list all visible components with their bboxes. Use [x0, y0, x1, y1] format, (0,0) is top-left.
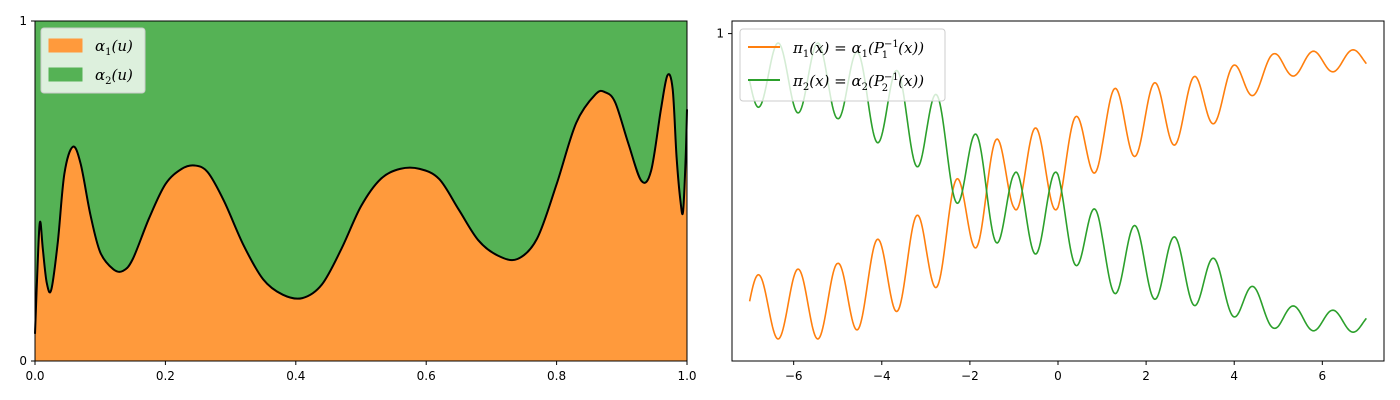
left-xtick-label: 0.4	[286, 369, 305, 383]
right-xtick-label: −4	[873, 369, 891, 383]
legend-swatch-alpha1	[48, 38, 83, 53]
right-ytick-label: 1	[716, 27, 724, 41]
right-ticks: −6 −4 −2 0 2 4 6 1	[716, 27, 1326, 383]
right-xtick-label: 4	[1230, 369, 1238, 383]
legend-label-pi2: π2(x) = α2(P−1 2 (x))	[792, 72, 924, 94]
right-legend: π1(x) = α1(P−1 1 (x)) π2(x) = α2(P−1 2 (x))	[739, 28, 946, 102]
left-xtick-label: 0.6	[417, 369, 436, 383]
left-xtick-label: 0.2	[156, 369, 175, 383]
right-xtick-label: 0	[1054, 369, 1062, 383]
right-xtick-label: 6	[1319, 369, 1327, 383]
left-xtick-label: 0.8	[547, 369, 566, 383]
legend-swatch-alpha2	[48, 67, 83, 82]
right-chart: −6 −4 −2 0 2 4 6 1 π1(x) = α1(P−1 1 (x)) π2(x) = …	[716, 20, 1385, 383]
legend-label-alpha1: α1(u)	[95, 37, 133, 58]
right-xtick-label: −6	[785, 369, 803, 383]
left-ytick-label: 0	[19, 354, 27, 368]
left-axes-frame	[34, 20, 688, 362]
boundary-line	[34, 73, 688, 334]
right-xtick-label: 2	[1142, 369, 1150, 383]
left-legend: α1(u) α2(u)	[40, 27, 146, 94]
left-ticks: 0.0 0.2 0.4 0.6 0.8 1.0 0 1	[19, 14, 696, 383]
left-xtick-label: 1.0	[677, 369, 696, 383]
right-xtick-label: −2	[961, 369, 979, 383]
left-ytick-label: 1	[19, 14, 27, 28]
left-xtick-label: 0.0	[25, 369, 44, 383]
right-legend-box	[739, 28, 946, 102]
alpha1-area	[35, 74, 687, 361]
left-chart: 0.0 0.2 0.4 0.6 0.8 1.0 0 1 α1(u) α2(u)	[19, 14, 696, 383]
legend-label-alpha2: α2(u)	[95, 66, 133, 87]
pi1-line	[748, 49, 1368, 340]
legend-label-pi1: π1(x) = α1(P−1 1 (x))	[792, 39, 924, 61]
